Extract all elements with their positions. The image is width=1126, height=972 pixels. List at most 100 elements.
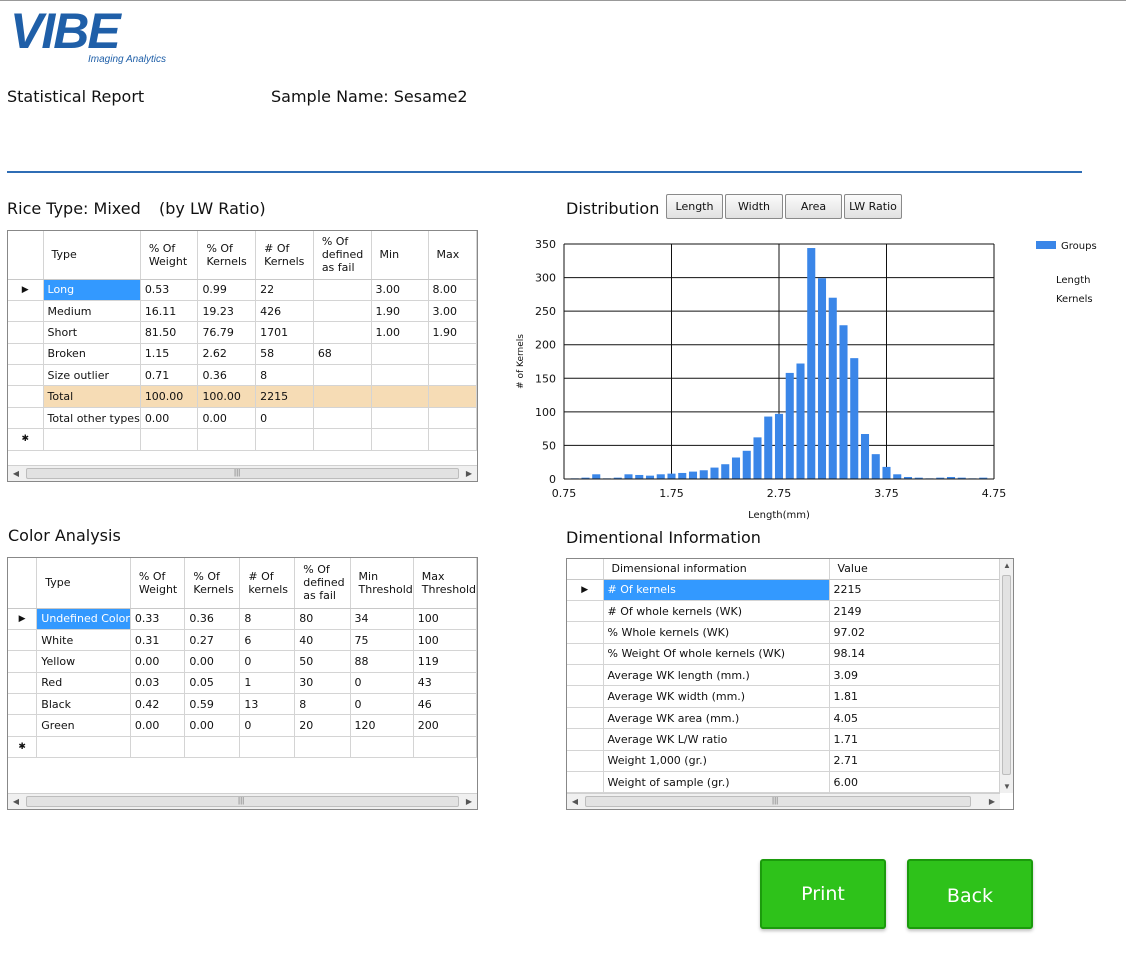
table-cell[interactable]: 0.71: [140, 364, 199, 387]
table-row[interactable]: Weight 1,000 (gr.) 2.71: [567, 750, 1001, 773]
area-button[interactable]: Area: [785, 194, 842, 219]
table-cell[interactable]: [428, 428, 477, 451]
table-cell[interactable]: 16.11: [140, 300, 199, 323]
table-cell[interactable]: 1.90: [428, 321, 477, 344]
col-header-value[interactable]: Value: [829, 559, 1001, 580]
color-analysis-grid[interactable]: Type % Of Weight % Of Kernels # Of kerne…: [7, 557, 478, 810]
table-cell[interactable]: # Of whole kernels (WK): [603, 600, 830, 623]
table-cell[interactable]: 8.00: [428, 279, 477, 301]
table-row[interactable]: Total 100.00 100.00 2215: [8, 385, 477, 408]
table-cell[interactable]: Average WK length (mm.): [603, 664, 830, 687]
table-row[interactable]: Broken 1.15 2.62 58 68: [8, 343, 477, 366]
col-header-type[interactable]: Type: [36, 558, 131, 609]
table-cell[interactable]: 200: [413, 714, 477, 737]
table-cell[interactable]: 0.36: [197, 364, 257, 387]
table-cell[interactable]: # Of kernels: [603, 579, 830, 601]
table-cell[interactable]: Weight 1,000 (gr.): [603, 750, 830, 773]
table-cell[interactable]: Green: [36, 714, 131, 737]
table-row[interactable]: Average WK length (mm.) 3.09: [567, 664, 1001, 687]
row-header[interactable]: [8, 407, 44, 430]
table-cell[interactable]: Weight of sample (gr.): [603, 771, 830, 794]
col-header-pct-kernels[interactable]: % Of Kernels: [197, 231, 257, 280]
row-header[interactable]: [8, 693, 38, 716]
table-row[interactable]: ▶ Long 0.53 0.99 22 3.00 8.00: [8, 279, 477, 301]
table-cell[interactable]: 3.00: [428, 300, 477, 323]
scroll-left-icon[interactable]: ◀: [12, 797, 20, 806]
table-cell[interactable]: 0: [239, 714, 296, 737]
table-cell[interactable]: [313, 364, 372, 387]
table-cell[interactable]: 40: [294, 629, 351, 652]
table-cell[interactable]: Medium: [43, 300, 141, 323]
current-row-indicator-icon[interactable]: ▶: [8, 608, 38, 630]
table-cell[interactable]: Broken: [43, 343, 141, 366]
scroll-thumb[interactable]: [1002, 575, 1011, 775]
row-header[interactable]: [567, 771, 604, 794]
table-row[interactable]: Average WK area (mm.) 4.05: [567, 707, 1001, 730]
table-cell[interactable]: 0.59: [184, 693, 241, 716]
table-row[interactable]: Short 81.50 76.79 1701 1.00 1.90: [8, 321, 477, 344]
table-cell[interactable]: 98.14: [829, 643, 1001, 666]
table-cell[interactable]: 6: [239, 629, 296, 652]
scroll-right-icon[interactable]: ▶: [465, 469, 473, 478]
table-cell[interactable]: 0.33: [130, 608, 186, 630]
table-cell[interactable]: [43, 428, 141, 451]
table-row[interactable]: Average WK width (mm.) 1.81: [567, 685, 1001, 708]
table-cell[interactable]: White: [36, 629, 131, 652]
table-cell[interactable]: 0: [255, 407, 314, 430]
table-cell[interactable]: 0.00: [140, 407, 199, 430]
table-cell[interactable]: [36, 736, 131, 759]
table-row[interactable]: Green 0.00 0.00 0 20 120 200: [8, 714, 477, 737]
rice-horizontal-scrollbar[interactable]: ◀ ||| ▶: [8, 465, 477, 481]
table-cell[interactable]: [428, 407, 477, 430]
col-header-pct-fail[interactable]: % Of defined as fail: [313, 231, 372, 280]
table-cell[interactable]: 0.00: [197, 407, 257, 430]
length-button[interactable]: Length: [666, 194, 723, 219]
table-cell[interactable]: 20: [294, 714, 351, 737]
table-cell[interactable]: 426: [255, 300, 314, 323]
table-cell[interactable]: 0.42: [130, 693, 186, 716]
table-cell[interactable]: 0: [239, 650, 296, 673]
table-cell[interactable]: 1.15: [140, 343, 199, 366]
table-cell[interactable]: 0.00: [130, 714, 186, 737]
table-cell[interactable]: 0.03: [130, 672, 186, 695]
row-header[interactable]: [567, 643, 604, 666]
scroll-thumb[interactable]: [585, 796, 971, 807]
row-header[interactable]: [567, 685, 604, 708]
table-row[interactable]: # Of whole kernels (WK) 2149: [567, 600, 1001, 623]
table-cell[interactable]: 2149: [829, 600, 1001, 623]
table-cell[interactable]: 100.00: [197, 385, 257, 408]
table-cell[interactable]: 58: [255, 343, 314, 366]
table-cell[interactable]: 8: [239, 608, 296, 630]
row-header[interactable]: [8, 650, 38, 673]
row-header[interactable]: [567, 707, 604, 730]
table-cell[interactable]: 0: [350, 672, 414, 695]
scroll-thumb[interactable]: [26, 796, 459, 807]
table-row[interactable]: Average WK L/W ratio 1.71: [567, 728, 1001, 751]
table-row[interactable]: Medium 16.11 19.23 426 1.90 3.00: [8, 300, 477, 323]
table-cell[interactable]: Average WK width (mm.): [603, 685, 830, 708]
row-header[interactable]: [8, 672, 38, 695]
table-cell[interactable]: 34: [350, 608, 414, 630]
col-header-num-kernels[interactable]: # Of Kernels: [255, 231, 314, 280]
table-cell[interactable]: [313, 428, 372, 451]
table-cell[interactable]: [350, 736, 414, 759]
new-row-icon[interactable]: ✱: [8, 428, 44, 451]
table-cell[interactable]: 2.62: [197, 343, 257, 366]
table-cell[interactable]: 1.90: [371, 300, 429, 323]
table-cell[interactable]: 1701: [255, 321, 314, 344]
table-row[interactable]: Weight of sample (gr.) 6.00: [567, 771, 1001, 794]
col-header-max[interactable]: Max: [428, 231, 477, 280]
table-cell[interactable]: 0.00: [130, 650, 186, 673]
table-cell[interactable]: [313, 279, 372, 301]
table-cell[interactable]: [255, 428, 314, 451]
table-row[interactable]: % Weight Of whole kernels (WK) 98.14: [567, 643, 1001, 666]
table-cell[interactable]: 97.02: [829, 621, 1001, 644]
table-cell[interactable]: 120: [350, 714, 414, 737]
table-cell[interactable]: Yellow: [36, 650, 131, 673]
table-cell[interactable]: Size outlier: [43, 364, 141, 387]
table-cell[interactable]: [294, 736, 351, 759]
table-cell[interactable]: 0.31: [130, 629, 186, 652]
table-cell[interactable]: [184, 736, 241, 759]
scroll-down-icon[interactable]: ▼: [1003, 782, 1011, 791]
row-header[interactable]: [567, 728, 604, 751]
